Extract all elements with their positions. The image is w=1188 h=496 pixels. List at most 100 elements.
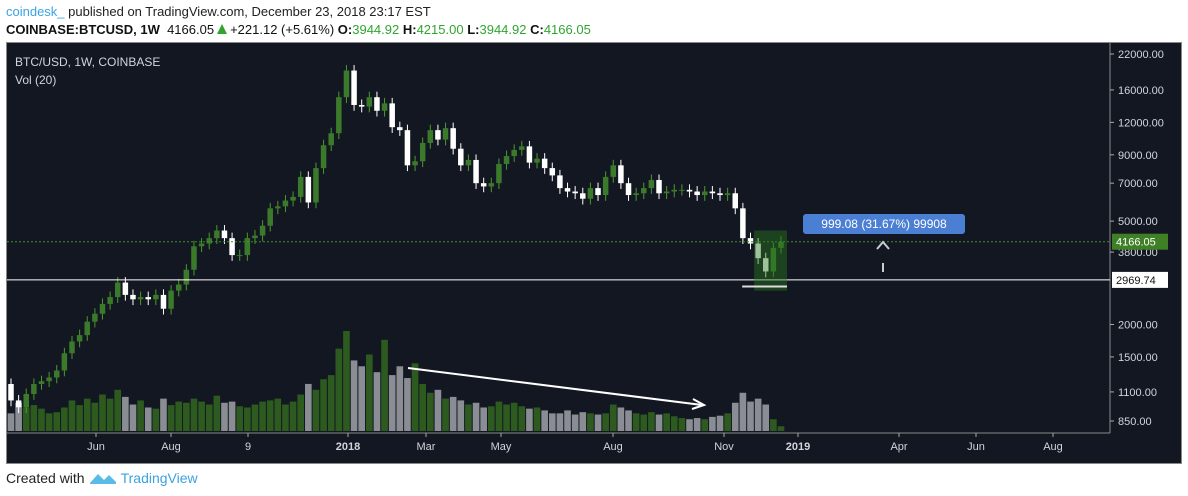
volume-bar — [396, 366, 404, 431]
candle-body — [397, 127, 403, 131]
footer: Created with TradingView — [6, 470, 198, 486]
volume-bar — [731, 402, 739, 431]
volume-bar — [282, 404, 289, 431]
volume-bar — [617, 407, 625, 431]
x-tick-label: Jun — [87, 441, 105, 453]
candle-body — [38, 381, 45, 384]
volume-bar — [747, 401, 754, 431]
y-tick-label: 1100.00 — [1118, 387, 1157, 399]
candle-body — [92, 313, 98, 322]
candle-body — [31, 383, 37, 394]
candle-body — [686, 189, 693, 192]
candle-body — [480, 183, 487, 187]
volume-bar — [609, 404, 617, 431]
candle-body — [435, 130, 441, 140]
tradingview-link[interactable]: TradingView — [120, 470, 198, 486]
measure-arrow-icon — [876, 240, 890, 250]
candle-body — [358, 104, 365, 107]
candle-body — [15, 400, 22, 408]
volume-bar — [335, 348, 343, 431]
volume-bar — [122, 396, 129, 431]
chart-pane[interactable]: 22000.00 16000.00 12000.00 9000.00 7000.00 50… — [6, 42, 1182, 464]
volume-bar — [655, 414, 663, 431]
open-value: 3944.92 — [352, 22, 400, 37]
candle-body — [648, 179, 655, 189]
candle-body — [99, 303, 106, 314]
volume-bar — [426, 392, 434, 431]
volume-bar — [510, 402, 518, 431]
volume-bar — [625, 410, 632, 431]
x-tick-label: Mar — [417, 441, 436, 453]
x-tick-label: Aug — [603, 441, 623, 453]
candle-body — [541, 158, 548, 169]
volume-bar — [38, 408, 45, 431]
candle-body — [602, 176, 609, 196]
volume-bar — [533, 407, 541, 431]
x-tick-label: Aug — [161, 441, 181, 453]
volume-bar — [411, 363, 419, 431]
candle-body — [587, 188, 594, 199]
volume-bar — [472, 402, 480, 431]
volume-bar — [762, 404, 770, 431]
volume-bar — [709, 416, 716, 431]
y-tick-label: 850.00 — [1118, 416, 1152, 428]
candle-body — [450, 128, 456, 149]
volume-bar — [76, 405, 83, 431]
volume-bar — [274, 398, 282, 431]
volume-bar — [449, 396, 457, 431]
volume-bar — [22, 407, 30, 431]
volume-bar — [289, 401, 297, 431]
created-with-text: Created with — [6, 470, 85, 486]
candle-body — [46, 377, 52, 382]
volume-bar — [770, 419, 777, 431]
candle-body — [84, 321, 90, 336]
chart-legend-title: BTC/USD, 1W, COINBASE — [15, 55, 161, 69]
volume-trend-arrow — [407, 367, 703, 406]
low-label: L: — [467, 22, 480, 37]
last-price-label: 4166.05 — [1116, 237, 1156, 249]
volume-bar — [739, 392, 747, 431]
candle-body — [214, 230, 220, 239]
volume-bar — [404, 378, 411, 431]
candle-body — [236, 255, 243, 257]
candle-body — [130, 294, 136, 300]
chart-svg[interactable]: 22000.00 16000.00 12000.00 9000.00 7000.00 50… — [7, 43, 1181, 463]
x-tick-label: May — [491, 441, 512, 453]
candle-body — [732, 193, 739, 209]
volume-bar — [114, 389, 122, 431]
candle-body — [343, 70, 350, 98]
volume-bar — [701, 419, 709, 431]
candle-body — [419, 142, 426, 162]
candle-body — [534, 158, 540, 163]
candle-body — [770, 247, 777, 272]
volume-bar — [61, 407, 68, 431]
candle-body — [244, 238, 251, 256]
open-label: O: — [337, 22, 353, 37]
volume-bar — [297, 394, 305, 431]
candle-body — [259, 225, 266, 236]
volume-bar — [503, 404, 510, 431]
candle-body — [8, 383, 14, 401]
volume-bar — [190, 398, 198, 431]
volume-bar — [373, 372, 381, 431]
candle-body — [747, 238, 754, 244]
candle-body — [290, 196, 296, 201]
volume-bar — [670, 416, 678, 431]
candle-body — [53, 370, 60, 378]
candle-body — [618, 165, 624, 184]
candle-body — [275, 206, 281, 209]
author-link[interactable]: coindesk_ — [6, 4, 65, 19]
volume-bar — [587, 413, 594, 431]
volume-bar — [663, 413, 670, 431]
candle-body — [610, 165, 617, 177]
measure-label: 999.08 (31.67%) 99908 — [821, 217, 947, 231]
volume-bar — [259, 401, 266, 431]
candle-body — [221, 230, 228, 239]
volume-bar — [30, 405, 38, 431]
candle-body — [663, 191, 670, 194]
volume-bar — [594, 414, 602, 431]
volume-bar — [434, 389, 442, 431]
candle-body — [572, 191, 578, 194]
candle-body — [76, 335, 83, 342]
publish-info: coindesk_ published on TradingView.com, … — [6, 4, 431, 19]
